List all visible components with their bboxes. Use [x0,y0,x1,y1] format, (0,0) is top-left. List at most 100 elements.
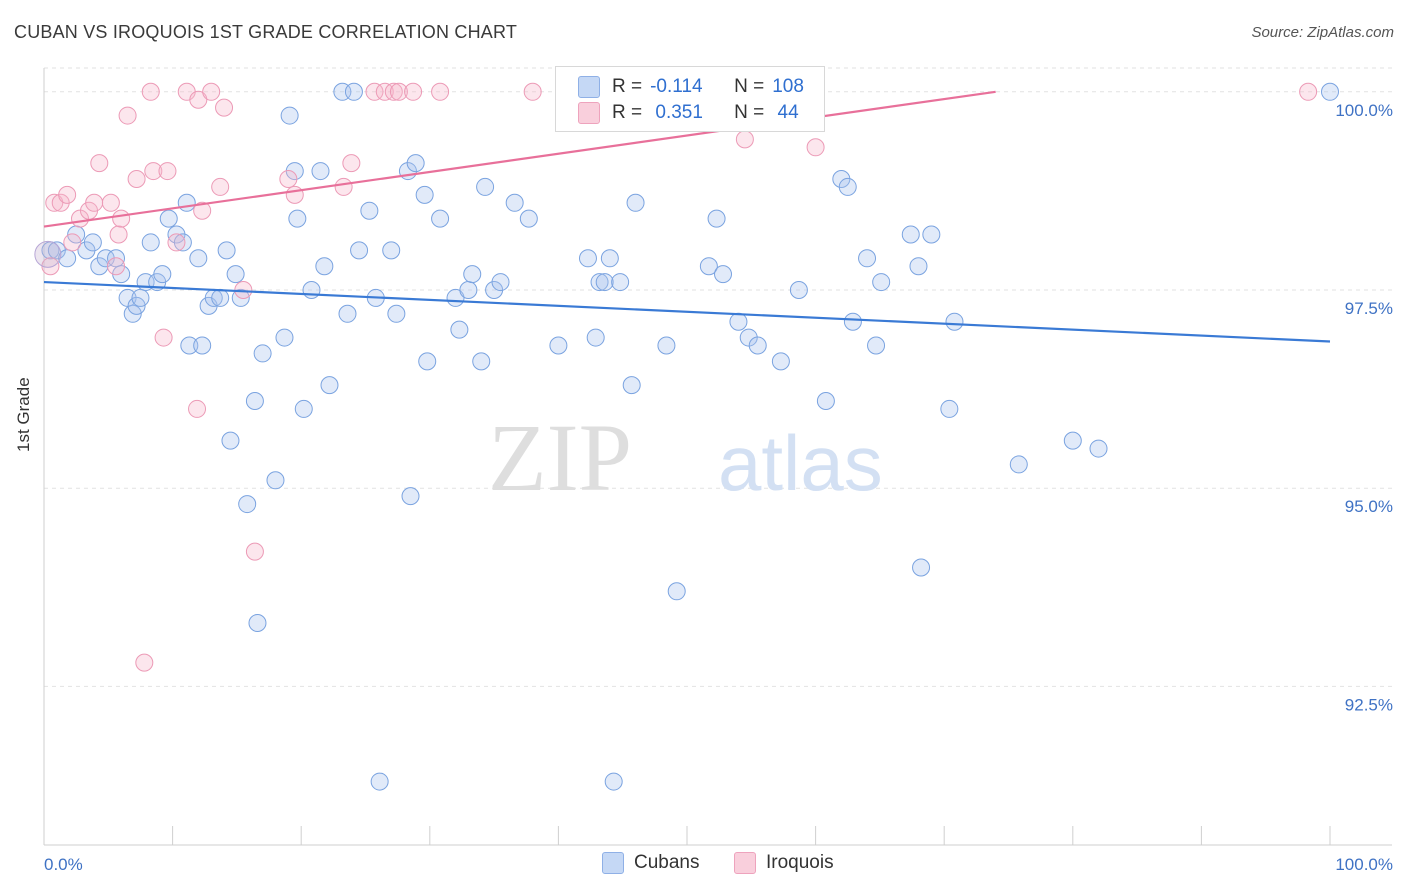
cubans-point [714,265,733,284]
series-legend-cubans[interactable]: Cubans [602,852,700,874]
iroquois-point [404,82,423,101]
cubans-point [901,225,920,244]
cubans-point [611,273,630,292]
cubans-point [406,154,425,173]
y-tick-label: 95.0% [1345,497,1393,516]
iroquois-point [389,82,408,101]
cubans-point [193,336,212,355]
cubans-point [141,233,160,252]
cubans-point [505,193,524,212]
cubans-point [771,352,790,371]
cubans-point [34,240,62,268]
cubans-point [226,265,245,284]
cubans-point [370,772,389,791]
series-legend-iroquois[interactable]: Iroquois [734,852,834,874]
cubans-point [311,162,330,181]
iroquois-point [431,82,450,101]
cubans-point [253,344,272,363]
cubans-point [450,320,469,339]
cubans-point [238,495,257,514]
series-label-iroquois: Iroquois [766,852,834,873]
iroquois-point [202,82,221,101]
cubans-point [280,106,299,125]
cubans-point [315,257,334,276]
cubans-point [401,487,420,506]
cubans-point [595,273,614,292]
legend-swatch-iroquois [578,102,600,124]
x-tick-label-min: 0.0% [44,855,83,874]
iroquois-point [167,233,186,252]
cubans-point [909,257,928,276]
iroquois-point [806,138,825,157]
iroquois-point [375,82,394,101]
cubans-point [83,233,102,252]
tick-labels: 92.5% 95.0% 97.5% 100.0% 0.0% 100.0% [44,101,1393,874]
legend-n-label: N = [734,102,765,123]
data-points [34,82,1339,791]
iroquois-point [135,653,154,672]
legend-r-value: 0.351 [650,102,703,123]
cubans-point [729,312,748,331]
cubans-point [1321,82,1339,101]
cubans-point [189,249,208,268]
iroquois-point [193,201,212,220]
cubans-point [302,281,321,299]
cubans-point [586,328,605,347]
cubans-point [382,241,401,260]
cubans-point [872,273,891,292]
iroquois-point [1299,82,1318,101]
iroquois-point [188,399,207,418]
iroquois-point [107,257,126,276]
watermark-zip: ZIP [488,404,632,511]
cubans-point [217,241,236,260]
iroquois-point [279,170,298,188]
iroquois-point [63,233,82,252]
cubans-point [320,376,339,395]
cubans-point [748,336,767,355]
iroquois-point [735,130,754,149]
cubans-point [667,582,686,601]
iroquois-point [285,185,304,204]
cubans-point [922,225,941,244]
y-tick-label: 92.5% [1345,695,1393,714]
y-tick-label: 97.5% [1345,299,1393,318]
iroquois-point [365,82,384,101]
cubans-point [549,336,568,355]
cubans-point [221,431,240,450]
cubans-point [940,399,959,418]
x-tick-label-max: 100.0% [1335,855,1393,874]
cubans-point [707,209,726,228]
cubans-point [360,201,379,220]
cubans-point [816,392,835,410]
cubans-trend-line [43,280,1331,343]
legend-r-label: R = [612,102,643,123]
cubans-point [153,265,172,284]
cubans-point [459,281,478,299]
cubans-point [622,376,641,395]
chart-title: CUBAN VS IROQUOIS 1ST GRADE CORRELATION … [14,22,518,42]
cubans-point [418,352,437,371]
iroquois-point [158,162,177,181]
cubans-point [159,209,178,228]
iroquois-point [112,209,131,228]
series-legend: Cubans Iroquois [0,852,1406,878]
iroquois-point [127,170,146,188]
correlation-legend: R = -0.114 N = 108 R = 0.351 N = 44 [555,66,825,132]
cubans-point [590,273,609,292]
cubans-point [180,336,199,355]
iroquois-point [523,82,542,101]
iroquois-point [101,193,120,212]
cubans-point [177,193,196,212]
cubans-point [344,82,363,101]
cubans-point [266,471,285,490]
cubans-point [288,209,307,228]
iroquois-point [215,98,234,117]
iroquois-trend-line [43,90,996,228]
legend-row-cubans: R = -0.114 N = 108 [578,74,804,100]
series-swatch-iroquois [734,852,756,874]
cubans-point [415,185,434,204]
cubans-point [578,249,597,268]
cubans-point [945,312,964,331]
cubans-point [699,257,718,276]
